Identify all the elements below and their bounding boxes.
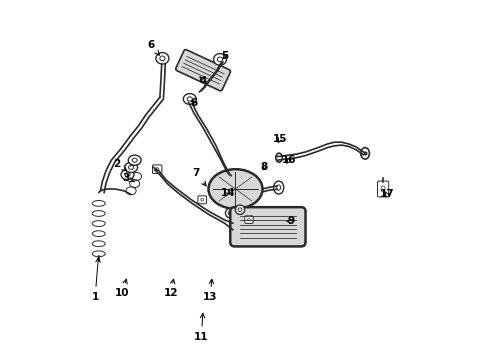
Ellipse shape: [156, 53, 168, 64]
Text: 1: 1: [91, 258, 100, 302]
Ellipse shape: [187, 97, 192, 101]
Text: 12: 12: [163, 279, 178, 298]
Text: 5: 5: [221, 51, 228, 61]
Ellipse shape: [380, 186, 385, 192]
FancyBboxPatch shape: [377, 181, 388, 197]
Text: 8: 8: [260, 162, 267, 172]
Ellipse shape: [155, 168, 159, 171]
Text: 4: 4: [199, 76, 206, 86]
Text: 6: 6: [190, 98, 197, 108]
Text: 17: 17: [379, 189, 393, 199]
Text: 6: 6: [147, 40, 159, 55]
Ellipse shape: [273, 181, 283, 194]
Ellipse shape: [360, 148, 368, 159]
FancyBboxPatch shape: [198, 196, 206, 204]
Ellipse shape: [124, 172, 130, 177]
Ellipse shape: [276, 185, 280, 190]
Text: 16: 16: [282, 155, 296, 165]
Ellipse shape: [92, 201, 105, 206]
Ellipse shape: [217, 57, 222, 62]
Text: 2: 2: [113, 159, 126, 170]
Text: 3: 3: [122, 173, 134, 183]
Ellipse shape: [92, 241, 105, 247]
Ellipse shape: [213, 54, 226, 65]
Text: 15: 15: [273, 134, 287, 144]
Ellipse shape: [160, 56, 164, 60]
Ellipse shape: [92, 211, 105, 216]
Ellipse shape: [92, 221, 105, 226]
FancyBboxPatch shape: [175, 50, 230, 91]
Ellipse shape: [208, 169, 262, 209]
Ellipse shape: [238, 208, 242, 212]
Ellipse shape: [247, 219, 250, 221]
Text: 13: 13: [203, 279, 217, 302]
Ellipse shape: [275, 153, 282, 162]
Ellipse shape: [128, 155, 141, 165]
FancyBboxPatch shape: [152, 165, 162, 174]
Text: 11: 11: [194, 314, 208, 342]
Ellipse shape: [92, 231, 105, 237]
Ellipse shape: [235, 205, 244, 215]
Ellipse shape: [124, 162, 137, 172]
Ellipse shape: [183, 94, 196, 104]
Ellipse shape: [201, 198, 203, 201]
Ellipse shape: [132, 158, 137, 162]
Ellipse shape: [121, 170, 134, 180]
FancyBboxPatch shape: [244, 216, 253, 223]
Ellipse shape: [225, 208, 234, 218]
Ellipse shape: [128, 165, 133, 170]
Ellipse shape: [92, 251, 105, 257]
Text: 14: 14: [221, 188, 235, 198]
Ellipse shape: [228, 211, 231, 215]
Text: 7: 7: [192, 168, 206, 186]
FancyBboxPatch shape: [230, 207, 305, 246]
Text: 10: 10: [115, 279, 129, 298]
Text: 9: 9: [286, 216, 294, 226]
